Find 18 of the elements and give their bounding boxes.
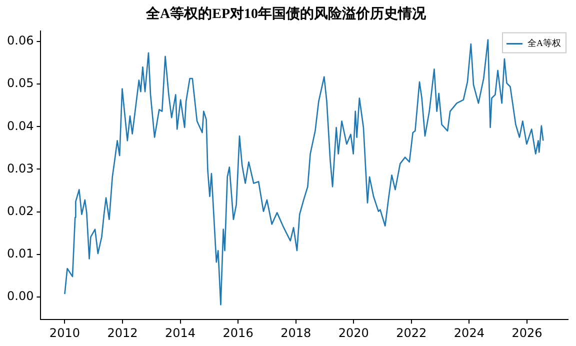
x-tick-label: 2014	[164, 326, 196, 340]
y-tick-label: 0.02	[7, 204, 34, 218]
y-tick-label: 0.05	[7, 76, 34, 90]
y-tick-label: 0.03	[7, 161, 34, 176]
x-tick-label: 2024	[454, 326, 484, 340]
x-tick-label: 2018	[280, 326, 312, 340]
x-tick-label: 2010	[49, 326, 80, 340]
chart-title: 全A等权的EP对10年国债的风险溢价历史情况	[145, 6, 427, 22]
x-tick-label: 2012	[107, 326, 138, 340]
x-tick-label: 2022	[396, 326, 427, 340]
x-tick-label: 2026	[512, 326, 542, 340]
y-tick-label: 0.06	[7, 34, 34, 48]
y-tick-label: 0.04	[7, 118, 34, 133]
legend-label: 全A等权	[528, 38, 561, 48]
y-tick-label: 0.00	[7, 289, 34, 304]
y-tick-label: 0.01	[7, 246, 34, 261]
x-tick-label: 2016	[222, 326, 254, 340]
x-tick-label: 2020	[338, 326, 369, 340]
